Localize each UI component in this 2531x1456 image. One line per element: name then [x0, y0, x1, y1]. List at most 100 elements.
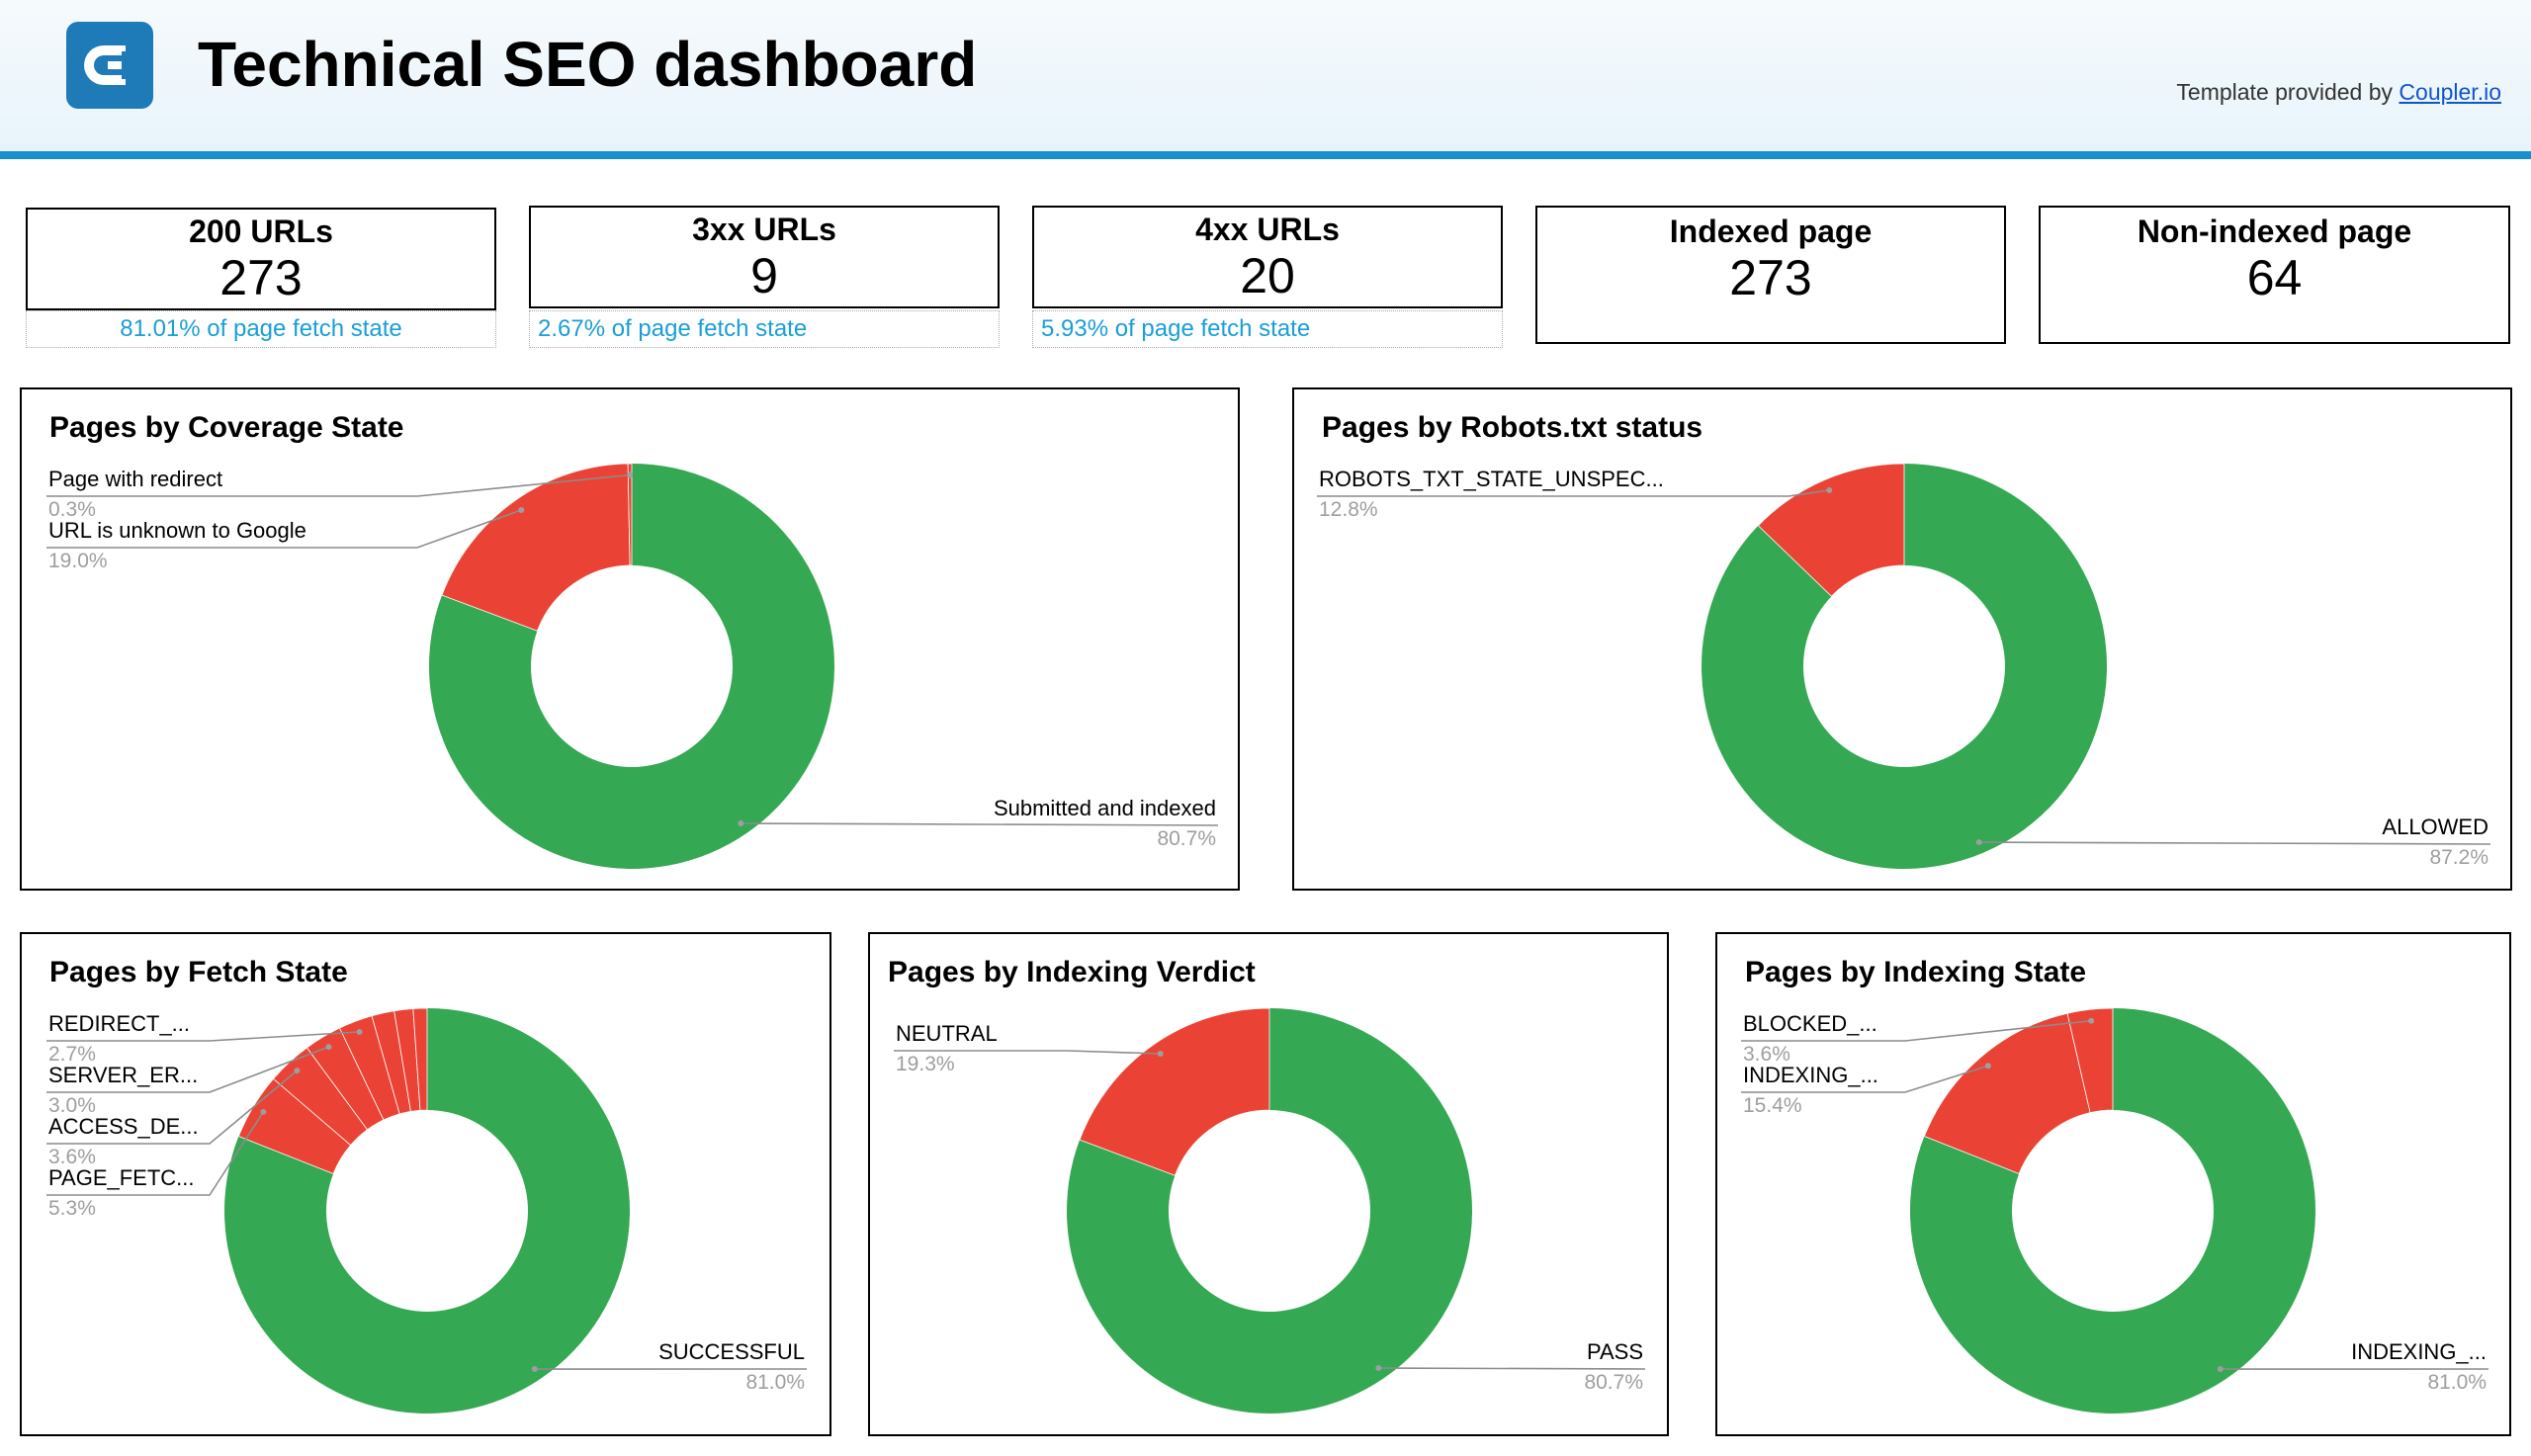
slice-label: SUCCESSFUL: [658, 1339, 805, 1364]
donut-slice[interactable]: [441, 463, 631, 632]
leader-line: [46, 509, 522, 549]
kpi-indexed-page: Indexed page 273: [1535, 206, 2006, 344]
leader-line: [46, 473, 631, 497]
leader-dot: [531, 1366, 538, 1373]
slice-label: BLOCKED_...: [1743, 1011, 1877, 1036]
slice-label: SERVER_ER...: [48, 1063, 198, 1087]
coupler-logo-icon[interactable]: [66, 22, 153, 109]
leader-line: [46, 1111, 265, 1196]
donut-slice[interactable]: [223, 1008, 631, 1413]
kpi-value: 20: [1240, 248, 1295, 303]
leader-line: [46, 1070, 298, 1145]
chart-title: Pages by Coverage State: [49, 411, 404, 444]
donut-slice[interactable]: [627, 463, 633, 566]
slice-label: PAGE_FETC...: [48, 1165, 195, 1190]
credit-prefix: Template provided by: [2176, 79, 2394, 105]
slice-label: REDIRECT_...: [48, 1011, 190, 1036]
donut-chart-svg: ALLOWED 87.2% ROBOTS_TXT_STATE_UNSPEC... 12…: [1317, 463, 2491, 869]
slice-percent: 19.3%: [896, 1053, 955, 1075]
slice-label: Page with redirect: [48, 467, 222, 491]
slice-label: NEUTRAL: [896, 1021, 998, 1046]
leader-dot: [1157, 1050, 1164, 1057]
leader-dot: [1984, 1063, 1991, 1070]
chart-title: Pages by Indexing State: [1745, 956, 2087, 988]
slice-label: ALLOWED: [2382, 814, 2488, 839]
donut-slice[interactable]: [412, 1007, 428, 1111]
leader-dot: [518, 507, 525, 514]
slice-label: ROBOTS_TXT_STATE_UNSPEC...: [1319, 467, 1664, 491]
donut-chart-svg: PASS 80.7% NEUTRAL 19.3%: [894, 1007, 1646, 1413]
donut-chart-svg: INDEXING_... 81.0% INDEXING_... 15.4% BLOCKE…: [1741, 1007, 2489, 1413]
kpi-value: 273: [1729, 250, 1812, 305]
slice-percent: 5.3%: [48, 1197, 96, 1220]
leader-dot: [260, 1108, 267, 1115]
slice-percent: 87.2%: [2429, 846, 2488, 869]
kpi-200-urls: 200 URLs 273: [26, 208, 496, 310]
header-accent-bar: [0, 151, 2531, 159]
donut-slice[interactable]: [2066, 1007, 2114, 1114]
dashboard-header: Technical SEO dashboard Template provide…: [0, 0, 2531, 151]
coupler-link[interactable]: Coupler.io: [2399, 79, 2501, 105]
leader-line: [1741, 1065, 1989, 1093]
slice-label: URL is unknown to Google: [48, 518, 306, 543]
donut-slice[interactable]: [1067, 1008, 1472, 1413]
slice-label: Submitted and indexed: [994, 796, 1216, 820]
chart-title: Pages by Robots.txt status: [1322, 411, 1703, 444]
kpi-subtext: 5.93% of page fetch state: [1032, 310, 1503, 348]
leader-line: [46, 1046, 329, 1093]
slice-percent: 0.3%: [48, 498, 96, 521]
leader-line: [1378, 1367, 1646, 1370]
leader-dot: [2217, 1366, 2224, 1373]
leader-line: [894, 1050, 1161, 1055]
slice-percent: 3.6%: [48, 1146, 96, 1168]
slice-percent: 81.0%: [745, 1371, 805, 1394]
leader-dot: [627, 471, 634, 478]
chart-title: Pages by Fetch State: [49, 956, 348, 988]
leader-line: [1741, 1019, 2092, 1042]
slice-percent: 19.0%: [48, 550, 108, 572]
leader-dot: [294, 1068, 301, 1074]
template-credit: Template provided by Coupler.io: [2176, 79, 2501, 106]
page-title: Technical SEO dashboard: [198, 29, 978, 100]
leader-line: [46, 1031, 360, 1042]
kpi-label: 3xx URLs: [692, 212, 836, 247]
kpi-value: 9: [750, 248, 778, 303]
donut-slice[interactable]: [1079, 1007, 1270, 1176]
donut-slice[interactable]: [428, 464, 834, 869]
leader-dot: [1375, 1365, 1382, 1372]
kpi-value: 273: [219, 250, 303, 305]
indexing-verdict-chart: PASS 80.7% NEUTRAL 19.3% Pages by Indexing …: [868, 932, 1669, 1436]
kpi-3xx-urls: 3xx URLs 9: [529, 206, 1000, 308]
slice-label: ACCESS_DE...: [48, 1114, 199, 1139]
leader-dot: [1975, 839, 1982, 846]
donut-slice[interactable]: [1702, 464, 2107, 869]
leader-dot: [2088, 1017, 2095, 1024]
donut-chart-svg: SUCCESSFUL 81.0% PAGE_FETC... 5.3% ACCESS_DE…: [46, 1007, 808, 1413]
slice-percent: 15.4%: [1743, 1094, 1802, 1117]
donut-slice[interactable]: [1910, 1008, 2315, 1413]
slice-percent: 3.0%: [48, 1094, 96, 1117]
slice-percent: 81.0%: [2427, 1371, 2487, 1394]
kpi-value: 64: [2246, 250, 2303, 305]
robots-status-chart: ALLOWED 87.2% ROBOTS_TXT_STATE_UNSPEC... 12…: [1292, 387, 2512, 891]
indexing-state-chart: INDEXING_... 81.0% INDEXING_... 15.4% BLOCKE…: [1715, 932, 2511, 1436]
slice-label: PASS: [1587, 1339, 1643, 1364]
slice-label: INDEXING_...: [2351, 1339, 2487, 1364]
fetch-state-chart: SUCCESSFUL 81.0% PAGE_FETC... 5.3% ACCESS_DE…: [20, 932, 831, 1436]
slice-percent: 80.7%: [1157, 827, 1216, 850]
kpi-4xx-urls: 4xx URLs 20: [1032, 206, 1503, 308]
kpi-label: Non-indexed page: [2137, 214, 2412, 249]
leader-line: [741, 822, 1219, 826]
kpi-label: 200 URLs: [189, 214, 333, 249]
donut-chart-svg: Submitted and indexed 80.7% URL is unknown…: [46, 463, 1219, 869]
kpi-non-indexed-page: Non-indexed page 64: [2039, 206, 2510, 344]
slice-percent: 2.7%: [48, 1043, 96, 1066]
coverage-state-chart: Submitted and indexed 80.7% URL is unknown…: [20, 387, 1240, 891]
kpi-label: Indexed page: [1669, 214, 1873, 249]
donut-slice[interactable]: [1923, 1012, 2091, 1174]
leader-dot: [356, 1028, 363, 1035]
leader-dot: [325, 1044, 332, 1051]
slice-percent: 12.8%: [1319, 498, 1378, 521]
leader-dot: [738, 820, 744, 827]
leader-line: [1978, 841, 2491, 845]
